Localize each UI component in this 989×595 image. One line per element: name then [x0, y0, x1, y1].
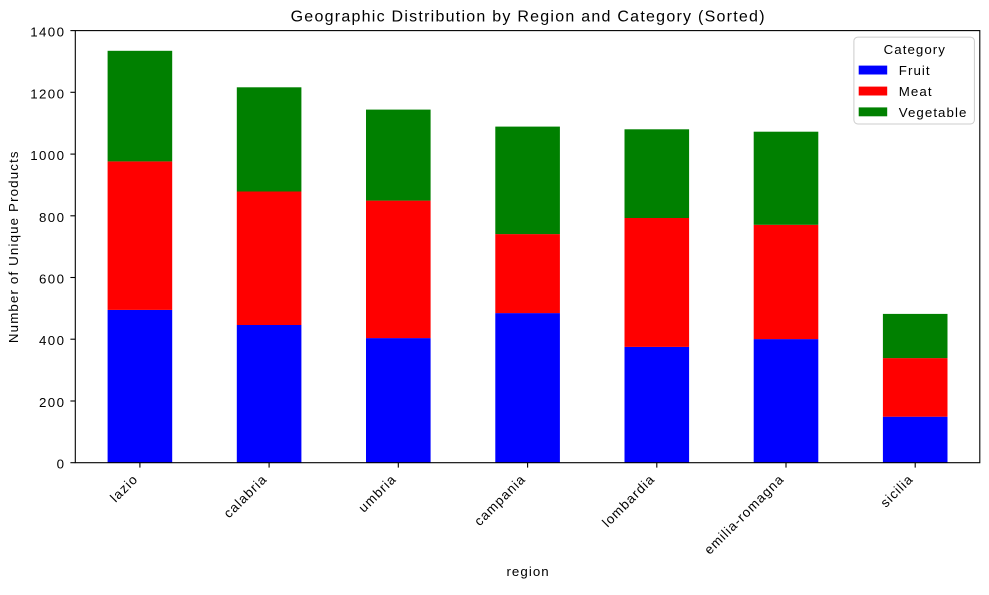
svg-text:1000: 1000	[30, 148, 65, 163]
svg-text:1400: 1400	[30, 25, 65, 40]
svg-text:1200: 1200	[30, 86, 65, 101]
svg-text:region: region	[506, 564, 549, 579]
svg-text:Category: Category	[884, 42, 946, 57]
svg-text:Vegetable: Vegetable	[899, 105, 968, 120]
svg-text:Fruit: Fruit	[899, 63, 931, 78]
svg-text:Number of Unique Products: Number of Unique Products	[6, 150, 21, 343]
svg-text:800: 800	[39, 210, 65, 225]
svg-text:Meat: Meat	[899, 84, 933, 99]
svg-text:600: 600	[39, 272, 65, 287]
svg-text:200: 200	[39, 395, 65, 410]
svg-text:400: 400	[39, 333, 65, 348]
svg-text:0: 0	[57, 457, 66, 472]
svg-text:Geographic Distribution by Reg: Geographic Distribution by Region and Ca…	[291, 9, 766, 26]
